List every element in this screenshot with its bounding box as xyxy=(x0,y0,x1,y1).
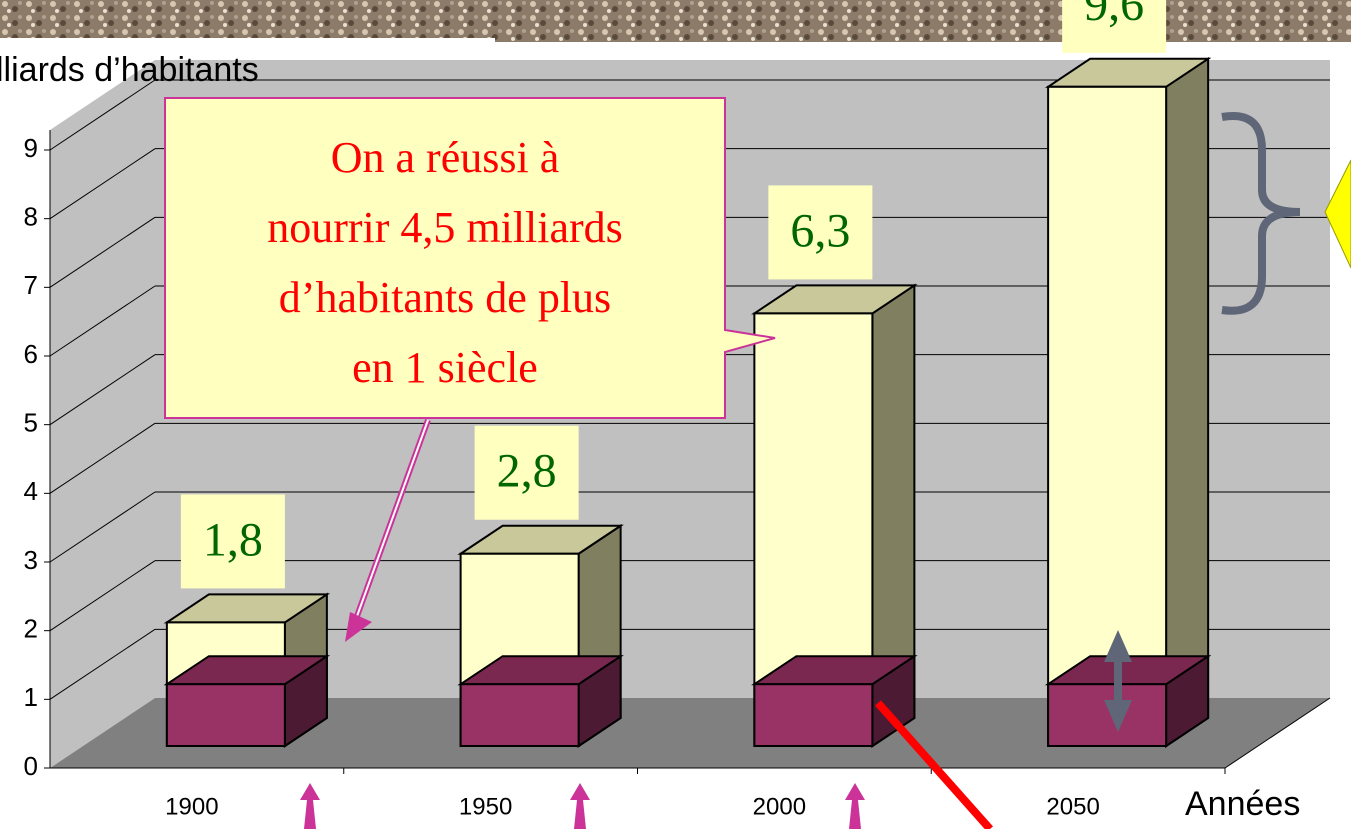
y-tick-label: 2 xyxy=(24,614,38,644)
callout-line: en 1 siècle xyxy=(352,343,538,392)
value-label: 9,6 xyxy=(1084,0,1144,31)
callout-line: On a réussi à xyxy=(331,133,560,182)
y-tick-label: 7 xyxy=(24,270,38,300)
small-arrow xyxy=(570,783,590,829)
value-label: 1,8 xyxy=(203,513,263,566)
x-tick-label: 1900 xyxy=(165,793,218,820)
x-axis-label: Années xyxy=(1185,785,1300,823)
bar xyxy=(461,684,579,746)
y-tick-label: 6 xyxy=(24,339,38,369)
y-tick-label: 3 xyxy=(24,545,38,575)
y-tick-label: 5 xyxy=(24,408,38,438)
small-arrow xyxy=(845,783,865,829)
callout-line: nourrir 4,5 milliards xyxy=(267,203,623,252)
chart-title: lliards d’habitants xyxy=(0,51,259,89)
slide: 0 1 2 3 4 5 6 7 8 9 1900 1,8 1950 2,8 2000 6,3 2050 9,6 l… xyxy=(0,0,1351,829)
value-label: 6,3 xyxy=(790,204,850,257)
x-tick-label: 2050 xyxy=(1046,793,1099,820)
bar xyxy=(754,684,872,746)
y-tick-label: 8 xyxy=(24,202,38,232)
x-tick-label: 2000 xyxy=(753,793,806,820)
small-arrow xyxy=(300,783,320,829)
bar xyxy=(167,684,285,746)
value-label: 2,8 xyxy=(497,445,557,498)
bar xyxy=(1048,684,1166,746)
y-tick-label: 1 xyxy=(24,682,38,712)
bar-side xyxy=(1166,59,1208,746)
bar xyxy=(1048,87,1166,746)
x-tick-label: 1950 xyxy=(459,793,512,820)
y-tick-label: 4 xyxy=(24,476,38,506)
y-tick-label: 0 xyxy=(24,751,38,781)
callout-line: d’habitants de plus xyxy=(279,273,611,322)
y-tick-label: 9 xyxy=(24,133,38,163)
